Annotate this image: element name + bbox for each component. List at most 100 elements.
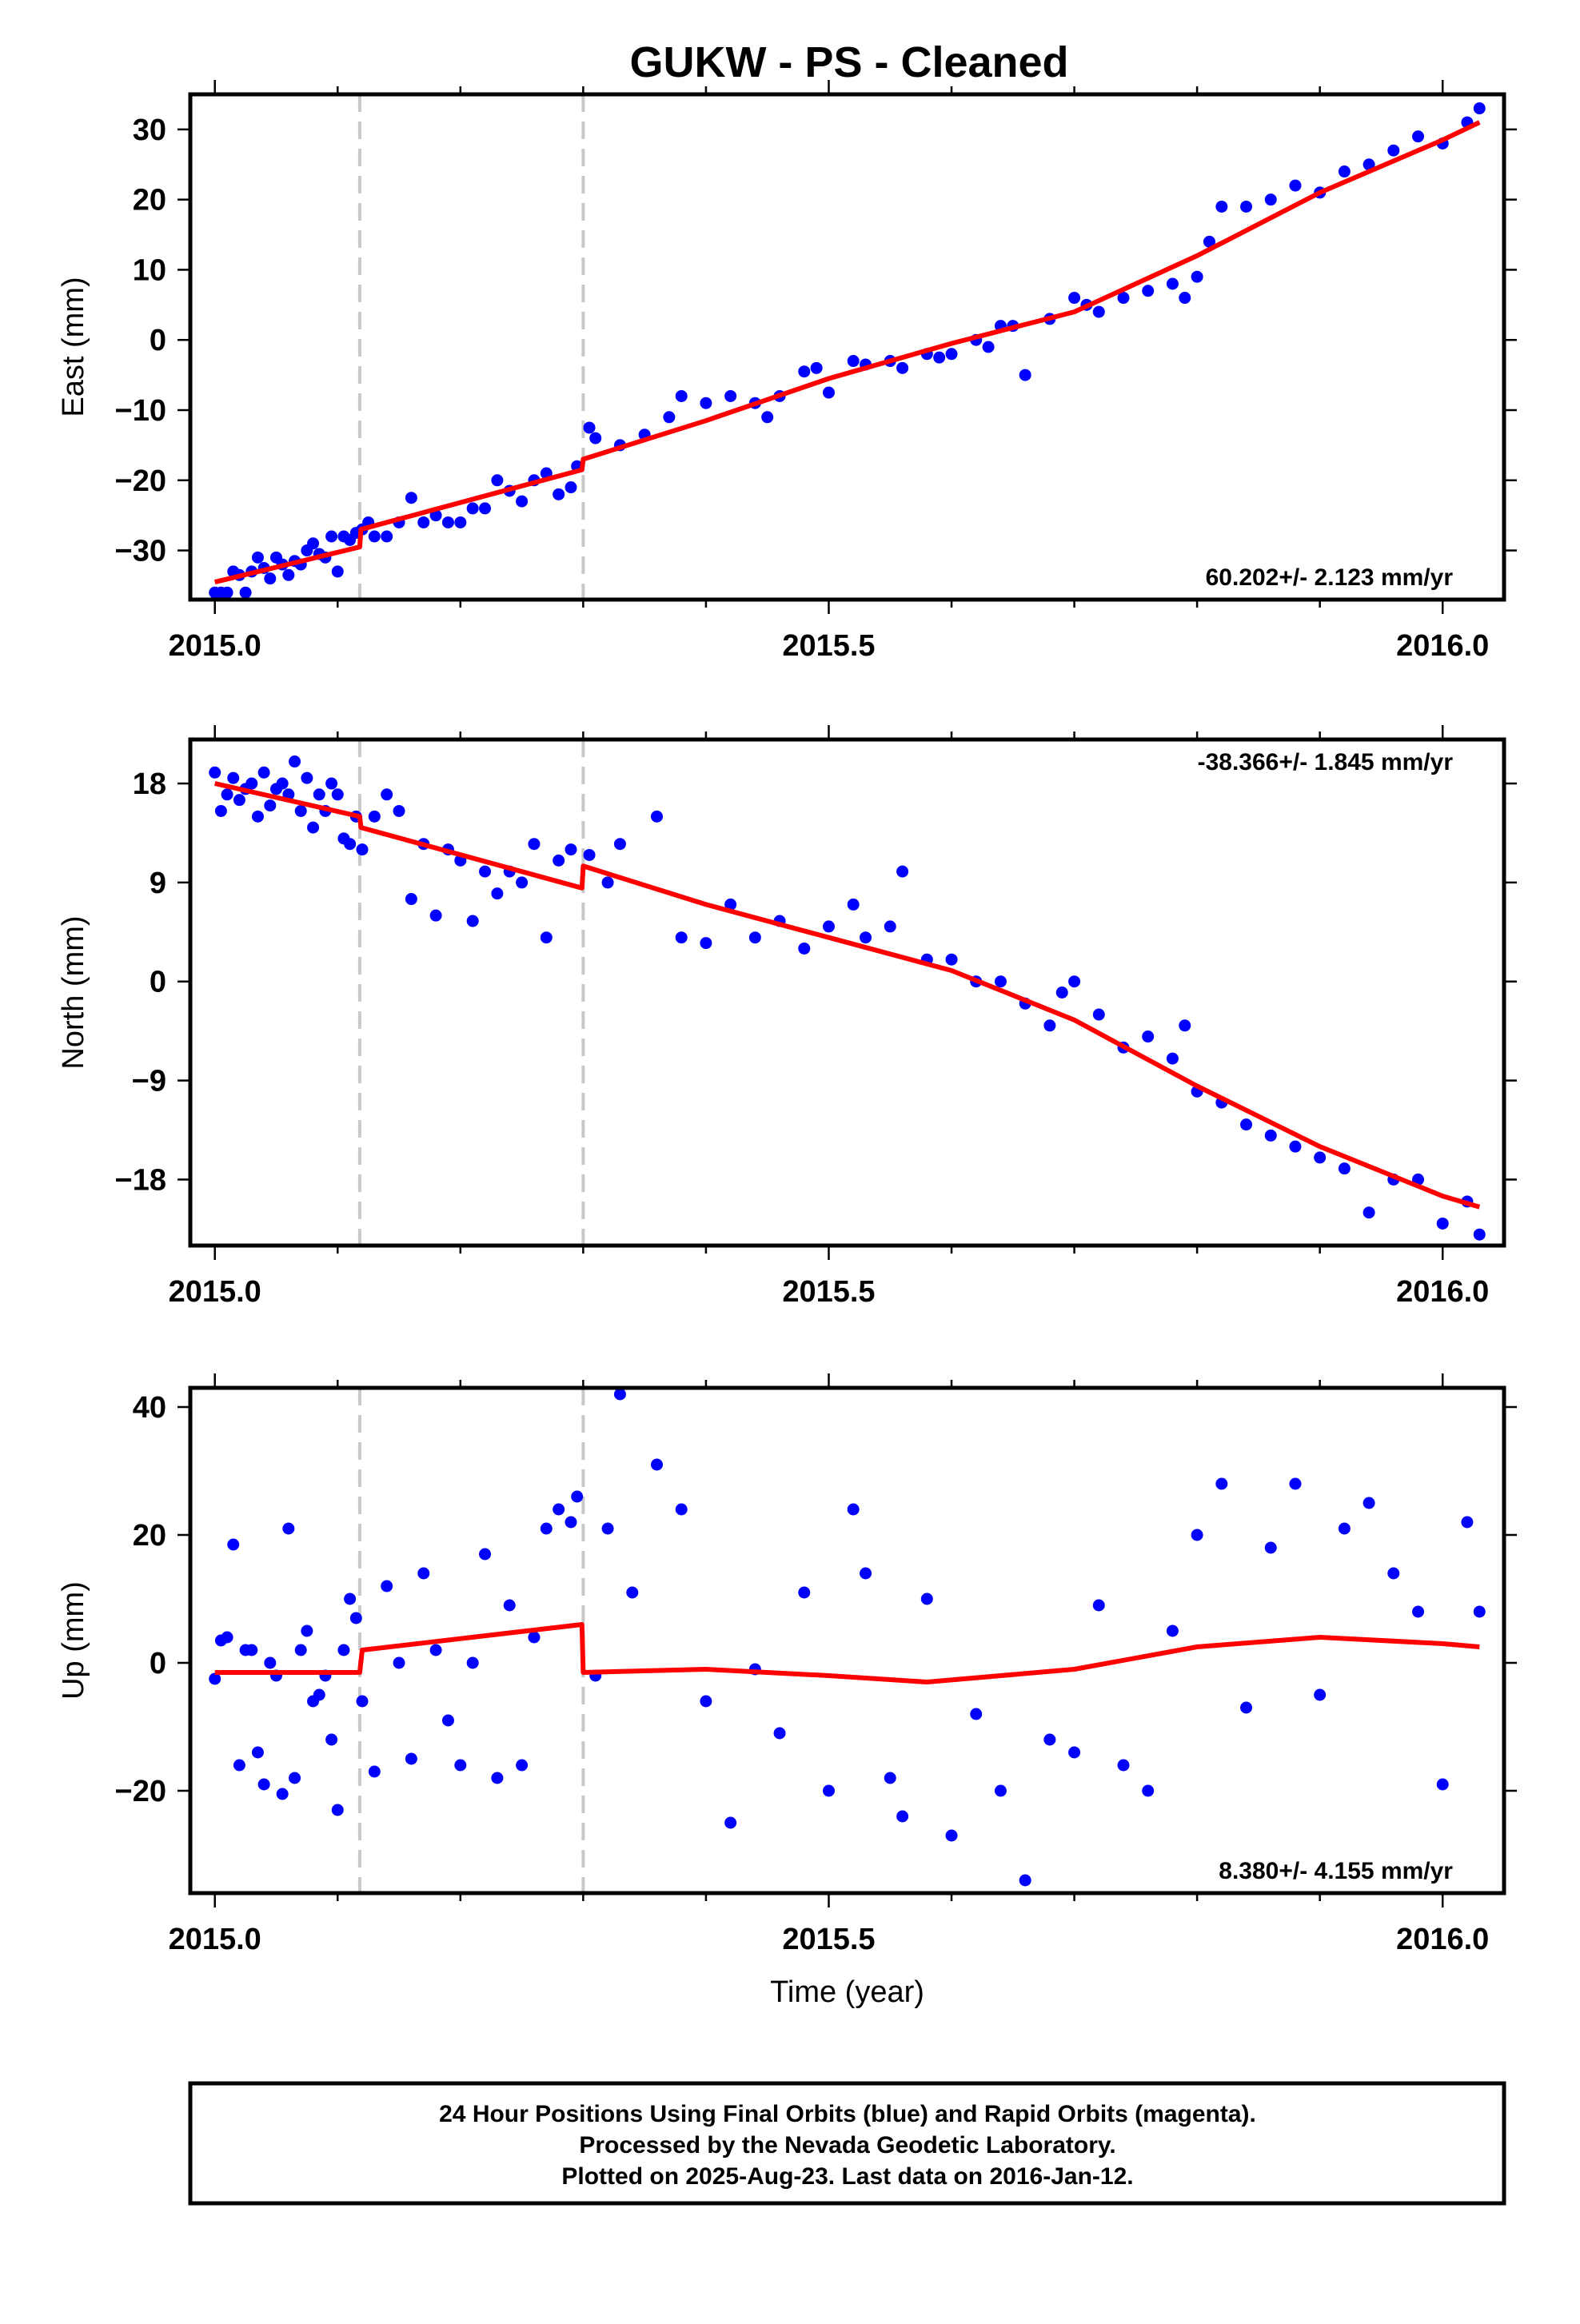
up-data-point [344,1593,357,1605]
up-data-point [209,1672,221,1685]
up-model-line [214,1622,1480,1684]
north-data-point [276,777,289,790]
north-data-point [798,942,811,955]
east-y-tick-label: 10 [133,253,166,287]
north-x-tick-label: 2015.5 [782,1275,875,1309]
up-data-point [1436,1778,1449,1791]
east-data-point [982,341,995,353]
up-data-point [540,1522,553,1535]
north-data-point [613,838,626,851]
up-data-point [417,1567,430,1580]
north-y-tick-label: −9 [132,1065,166,1098]
up-data-point [724,1816,737,1829]
east-x-tick-label: 2015.0 [169,629,261,663]
east-data-point [1473,102,1486,115]
up-data-point [1387,1567,1400,1580]
up-data-point [798,1586,811,1599]
east-data-point [1215,200,1228,213]
east-data-point [1166,277,1179,290]
up-data-point [227,1538,240,1551]
north-data-point [479,865,492,878]
up-data-point [282,1522,295,1535]
east-data-point [933,351,946,364]
north-data-point [1068,975,1081,988]
up-data-point [276,1788,289,1800]
north-data-point [381,788,393,801]
north-data-point [1240,1118,1253,1131]
north-data-point [466,915,479,927]
up-data-point [571,1490,584,1503]
east-data-point [1191,270,1203,283]
north-data-point [301,771,313,784]
north-y-tick-label: −18 [115,1163,166,1197]
north-data-point [896,865,909,878]
north-data-point [209,766,221,779]
footer-box [188,2081,1506,2206]
north-data-point [356,843,369,856]
up-data-point [479,1548,492,1561]
north-data-point [860,931,872,944]
panels: 2015.0 2015.5 2016.0 −30 −20 −10 0 10 20 30 East (… [57,80,1517,2009]
east-data-point [307,537,320,550]
up-data-point [847,1503,860,1516]
north-data-point [1363,1206,1375,1219]
up-data-point [650,1458,663,1471]
east-data-point [675,389,688,402]
north-data-point [1473,1228,1486,1241]
east-data-point [221,586,233,599]
up-data-point [356,1695,369,1708]
up-data-point [393,1656,405,1669]
north-data-point [553,854,565,867]
east-data-point [1363,158,1375,171]
north-data-point [307,821,320,834]
east-x-tick-label: 2016.0 [1396,629,1489,663]
north-data-point [405,893,417,906]
east-panel: 2015.0 2015.5 2016.0 −30 −20 −10 0 10 20 30 East (… [57,80,1517,663]
north-data-point [393,804,405,817]
footer-line-1: 24 Hour Positions Using Final Orbits (bl… [439,2101,1256,2127]
north-rate-label: -38.366+/- 1.845 mm/yr [1198,749,1454,775]
east-data-point [239,586,252,599]
north-data-point [1092,1008,1105,1021]
up-y-tick-label: 40 [133,1391,166,1425]
up-data-point [1142,1784,1155,1797]
north-data-point [700,937,712,950]
north-data-point [1043,1019,1056,1032]
up-data-point [301,1624,313,1637]
east-rate-label: 60.202+/- 2.123 mm/yr [1206,564,1454,591]
east-data-point [1412,130,1425,143]
up-data-point [466,1656,479,1669]
up-data-point [491,1772,504,1784]
up-data-point [1092,1599,1105,1612]
up-data-point [860,1567,872,1580]
north-data-point [516,876,529,889]
north-plot-frame [188,737,1506,1248]
east-data-point [565,481,577,494]
north-data-point [884,920,896,933]
east-data-point [822,386,835,399]
up-data-point [1215,1477,1228,1490]
north-model-line [214,781,1481,1210]
east-data-point [264,572,277,585]
up-data-point [349,1612,362,1624]
north-data-point [251,810,264,823]
east-model-line [213,120,1481,585]
east-data-point [1092,305,1105,318]
up-data-point [313,1688,325,1701]
north-data-point [214,804,227,817]
up-data-point [896,1810,909,1823]
east-y-tick-label: 20 [133,184,166,217]
east-y-tick-label: −20 [115,464,166,498]
up-y-tick-label: 20 [133,1519,166,1553]
east-data-point [1019,369,1031,381]
up-x-axis-label: Time (year) [770,1975,924,2009]
up-data-point [405,1752,417,1765]
north-data-point [565,843,577,856]
up-y-axis-label: Up (mm) [57,1581,90,1700]
up-data-point [289,1772,301,1784]
east-data-point [479,502,492,515]
north-data-point [313,788,325,801]
north-data-point [650,810,663,823]
north-data-point [325,777,338,790]
